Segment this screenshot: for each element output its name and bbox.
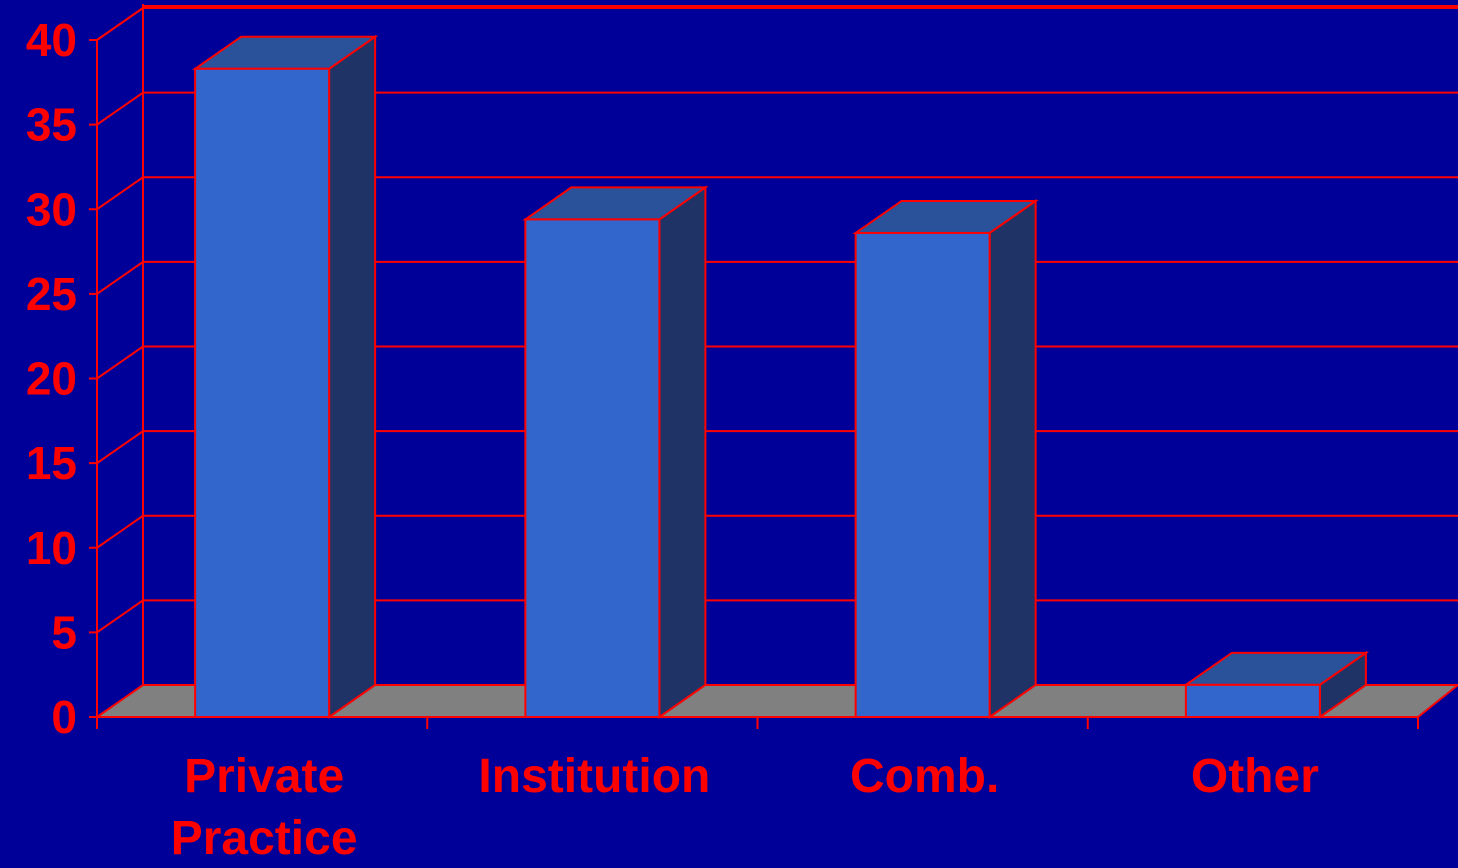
bar [191, 34, 379, 719]
bar-side-face [328, 34, 377, 719]
bar [522, 185, 709, 719]
gridline-side [96, 514, 144, 549]
x-tick-label: Other [1191, 750, 1319, 803]
gridline-side [96, 91, 144, 126]
gridline-side [96, 430, 144, 464]
y-tick-label: 0 [51, 691, 77, 743]
x-tick-label-line: Comb. [850, 750, 999, 803]
y-tick-label: 30 [26, 183, 77, 235]
bar-side-face [988, 199, 1037, 719]
x-tick-label: Private Practice [171, 750, 358, 863]
x-tick-label-line: Practice [171, 812, 358, 863]
axes [89, 7, 1419, 729]
y-tick-label: 20 [26, 353, 77, 405]
bar-front-face [854, 231, 991, 718]
bars [191, 34, 1370, 719]
gridline-side [96, 345, 144, 380]
y-tick-label: 25 [26, 268, 77, 320]
y-tick-label: 15 [26, 437, 77, 489]
gridline-side [96, 176, 144, 211]
y-tick-label: 10 [26, 522, 77, 574]
y-tick-labels: 0 5 10 15 20 25 30 35 40 [26, 14, 77, 743]
x-tick-label-line: Private [184, 750, 344, 803]
bar-front-face [194, 67, 331, 718]
gridline-side [96, 261, 144, 295]
x-tick-labels: Private Practice Institution Comb. Other [171, 750, 1319, 865]
x-tick-label-line: Other [1191, 750, 1319, 803]
y-axis-top-connector [96, 7, 144, 41]
chart-walls [142, 4, 1458, 685]
bar-front-face [524, 218, 661, 718]
bar [852, 199, 1039, 719]
x-tick-label: Institution [478, 750, 710, 803]
x-tick-label: Comb. [850, 750, 999, 803]
bar [1182, 650, 1370, 719]
y-tick-label: 40 [26, 14, 77, 66]
gridline-side [96, 599, 144, 634]
bar-front-face [1184, 683, 1321, 719]
x-tick-label-line: Institution [478, 750, 710, 803]
bar-side-face [658, 185, 707, 719]
y-tick-label: 35 [26, 99, 77, 151]
y-tick-label: 5 [51, 606, 77, 658]
